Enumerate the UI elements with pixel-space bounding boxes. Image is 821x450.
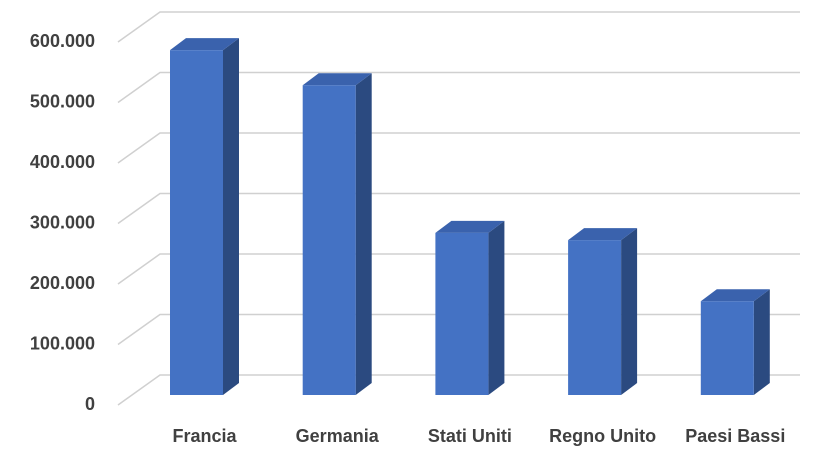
y-tick-label: 200.000 [30,273,95,293]
bar [302,85,356,396]
bar-top [435,220,505,233]
bar [435,232,489,395]
x-tick-label: Stati Uniti [428,426,512,446]
bar-top [700,289,770,302]
grid-line [117,192,800,225]
y-tick-label: 500.000 [30,91,95,111]
grid-line [117,132,800,164]
bar-top [302,73,372,86]
y-tick-label: 100.000 [30,333,95,353]
bar-side [355,73,372,396]
grid-line [117,71,800,104]
y-tick-label: 0 [85,394,95,414]
bar [170,50,223,396]
y-tick-label: 400.000 [30,152,95,172]
grid-line [117,11,800,43]
bar-side [488,220,505,395]
y-tick-label: 300.000 [30,212,95,232]
bar [568,240,622,395]
bar-side [621,228,638,395]
bar-side [753,289,770,395]
x-tick-label: Germania [296,426,380,446]
x-tick-label: Paesi Bassi [685,426,785,446]
y-tick-label: 600.000 [30,31,95,51]
x-tick-label: Regno Unito [549,426,656,446]
bar-side [223,38,239,396]
x-tick-label: Francia [172,426,237,446]
bar [700,301,754,395]
bar-top [568,228,638,241]
bar-top [170,38,239,51]
